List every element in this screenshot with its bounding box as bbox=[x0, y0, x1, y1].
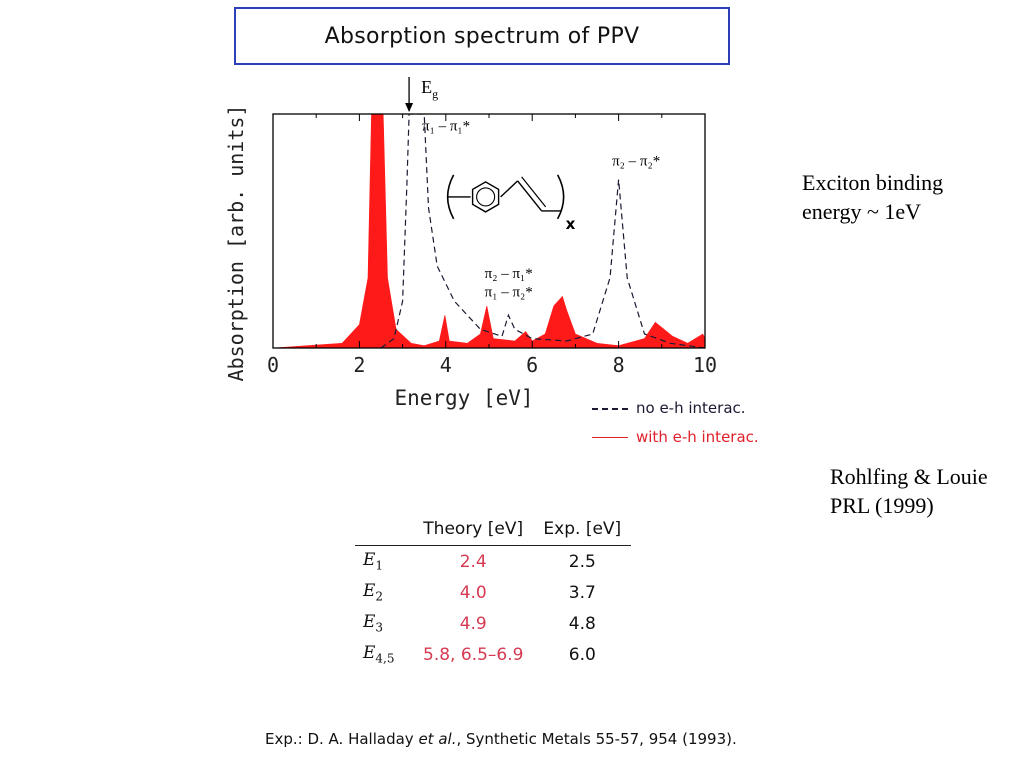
theory-value: 2.4 bbox=[459, 551, 487, 572]
vinyl-bond-2 bbox=[517, 180, 543, 212]
series-dashed-no-eh bbox=[380, 114, 705, 348]
x-tick-label: 8 bbox=[613, 353, 625, 377]
y-axis-label: Absorption [arb. units] bbox=[225, 105, 248, 382]
x-tick-label: 0 bbox=[267, 353, 279, 377]
x-tick-label: 6 bbox=[526, 353, 538, 377]
theory-value: 4.0 bbox=[459, 582, 487, 603]
theory-value: 5.8, 6.5–6.9 bbox=[423, 644, 524, 665]
results-table: Theory [eV] Exp. [eV] E1 2.4 2.5 E2 4.0 … bbox=[355, 519, 632, 670]
absorption-chart: 0 2 4 6 8 10 Energy [eV] Absorption [arb. units… bbox=[225, 77, 717, 410]
table-header-exp: Exp. [eV] bbox=[533, 519, 632, 546]
row-label: E2 bbox=[363, 581, 384, 604]
benzene-inner bbox=[476, 187, 496, 207]
x-tick-label: 2 bbox=[353, 353, 365, 377]
series-filled-with-eh bbox=[273, 114, 705, 348]
bracket-right bbox=[556, 174, 565, 220]
legend-item-dashed: no e-h interac. bbox=[592, 399, 746, 417]
exciton-note: Exciton binding energy ~ 1eV bbox=[802, 168, 943, 226]
exp-value: 4.8 bbox=[568, 613, 596, 634]
legend-item-solid: with e-h interac. bbox=[592, 428, 759, 446]
reference-note-line1: Rohlfing & Louie bbox=[830, 464, 988, 489]
table-row: E2 4.0 3.7 bbox=[355, 577, 631, 608]
title-box: Absorption spectrum of PPV bbox=[234, 7, 730, 65]
exp-value: 3.7 bbox=[568, 582, 596, 603]
transition-label: π₁ – π₁* bbox=[422, 118, 470, 134]
table-row: E3 4.9 4.8 bbox=[355, 608, 631, 639]
legend-solid-swatch bbox=[592, 437, 628, 438]
exp-value: 2.5 bbox=[568, 551, 596, 572]
table-header-row: Theory [eV] Exp. [eV] bbox=[355, 519, 632, 546]
x-axis-label: Energy [eV] bbox=[394, 386, 533, 410]
page-title: Absorption spectrum of PPV bbox=[324, 23, 640, 49]
legend-dashed-swatch bbox=[592, 407, 628, 410]
exciton-note-line2: energy ~ 1eV bbox=[802, 199, 922, 224]
plot-frame bbox=[272, 113, 706, 349]
legend-dashed-label: no e-h interac. bbox=[636, 399, 746, 417]
table-row: E4,5 5.8, 6.5–6.9 6.0 bbox=[355, 639, 631, 670]
x-tick-label: 4 bbox=[440, 353, 452, 377]
transition-label: π₁ – π₂* bbox=[485, 285, 533, 301]
legend-solid-label: with e-h interac. bbox=[636, 428, 759, 446]
x-tick-label: 10 bbox=[693, 353, 717, 377]
reference-note-line2: PRL (1999) bbox=[830, 493, 934, 518]
theory-value: 4.9 bbox=[459, 613, 487, 634]
transition-label: π₂ – π₂* bbox=[612, 153, 660, 169]
table-row: E1 2.4 2.5 bbox=[355, 546, 631, 578]
row-label: E1 bbox=[363, 550, 384, 573]
citation: Exp.: D. A. Halladay et al., Synthetic M… bbox=[265, 730, 737, 748]
row-label: E3 bbox=[363, 612, 384, 635]
table-header-blank bbox=[355, 519, 413, 546]
exciton-note-line1: Exciton binding bbox=[802, 170, 944, 195]
benzene-ring bbox=[471, 181, 500, 213]
eg-label: Eg bbox=[421, 77, 438, 101]
transition-label: π₂ – π₁* bbox=[485, 266, 533, 282]
eg-arrow-head bbox=[405, 103, 414, 112]
reference-note: Rohlfing & Louie PRL (1999) bbox=[830, 462, 988, 520]
table-header-theory: Theory [eV] bbox=[413, 519, 534, 546]
vinyl-bond-1 bbox=[500, 180, 519, 198]
row-label: E4,5 bbox=[363, 643, 395, 666]
repeat-subscript-x: x bbox=[566, 215, 576, 233]
vinyl-bond-2b bbox=[521, 176, 547, 208]
exp-value: 6.0 bbox=[568, 644, 596, 665]
